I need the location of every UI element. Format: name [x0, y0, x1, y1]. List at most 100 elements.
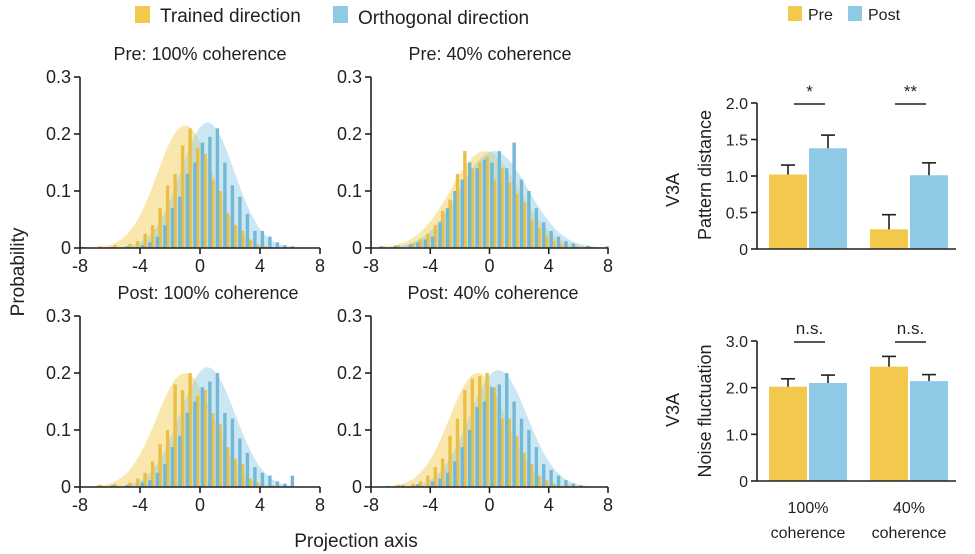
bar-orthogonal — [445, 208, 450, 248]
histogram-panel-1: Pre: 100% coherence 0 0.1 0.2 0.3 -8 -4 0 4 8 — [46, 44, 325, 276]
bar-orthogonal — [185, 412, 190, 487]
x-tick-label: 4 — [544, 495, 554, 515]
bar-trained — [173, 173, 177, 248]
bar-orthogonal — [438, 222, 442, 248]
bar-trained — [492, 387, 497, 487]
bar-trained — [270, 485, 275, 487]
bar-orthogonal — [438, 478, 442, 487]
bar-orthogonal — [193, 162, 197, 248]
y-tick-label: 0.3 — [337, 306, 362, 326]
bar-trained — [158, 208, 162, 248]
bar-trained — [381, 246, 386, 248]
bar-pre — [870, 366, 908, 481]
bar-orthogonal — [200, 142, 205, 248]
bar-trained — [188, 373, 192, 487]
panel-title: Post: 40% coherence — [407, 283, 578, 303]
x-tick-label: -8 — [363, 495, 379, 515]
bar-trained — [411, 243, 415, 248]
category-label-line2: coherence — [771, 525, 846, 542]
bar-orthogonal — [148, 242, 152, 248]
y-tick-label: 0.1 — [337, 420, 362, 440]
x-tick-label: -4 — [422, 495, 438, 515]
bar-orthogonal — [148, 480, 152, 487]
bar-trained — [507, 418, 512, 487]
bar-trained — [477, 375, 482, 487]
bar-orthogonal — [290, 246, 295, 248]
bar-trained — [463, 390, 467, 487]
bar-orthogonal — [519, 179, 524, 248]
y-tick-label: 0.5 — [726, 206, 748, 223]
y-axis-label: Noise fluctuation — [695, 344, 715, 477]
bar-orthogonal — [556, 236, 561, 248]
bar-trained — [173, 384, 177, 487]
bar-orthogonal — [490, 162, 494, 248]
fit-area-orthogonal — [80, 122, 320, 248]
bar-orthogonal — [423, 239, 427, 248]
bar-orthogonal — [475, 407, 479, 487]
bar-trained — [426, 475, 430, 487]
bar-orthogonal — [416, 484, 420, 487]
fit-area-orthogonal — [371, 370, 608, 487]
bar-trained — [566, 485, 571, 487]
significance-label: n.s. — [796, 319, 823, 338]
y-axis-label: Pattern distance — [695, 110, 715, 240]
bar-trained — [180, 390, 185, 487]
bar-orthogonal — [193, 401, 197, 487]
histogram-panel-3: Post: 100% coherence 0 0.1 0.2 0.3 -8 -4 0 4 8 — [46, 283, 325, 515]
y-tick-label: 0 — [61, 238, 71, 258]
bar-orthogonal — [140, 245, 145, 248]
y-tick-label: 2.0 — [726, 96, 748, 113]
bar-orthogonal — [238, 438, 242, 487]
y-tick-label: 1.5 — [726, 133, 748, 150]
histogram-panel-2: Pre: 40% coherence 0 0.1 0.2 0.3 -8 -4 0 4 8 — [337, 44, 613, 276]
bar-trained — [522, 202, 526, 248]
bar-trained — [426, 233, 430, 248]
bar-orthogonal — [445, 472, 450, 487]
y-tick-label: 1.0 — [726, 427, 748, 444]
bar-trained — [255, 245, 260, 248]
y-tick-label: 0 — [61, 477, 71, 497]
bar-trained — [440, 458, 445, 487]
bar-trained — [210, 179, 215, 248]
y-tick-label: 1.0 — [726, 169, 748, 186]
bar-trained — [248, 239, 252, 248]
bar-orthogonal — [125, 246, 130, 248]
bar-trained — [433, 225, 437, 248]
bar-orthogonal — [460, 179, 464, 248]
y-tick-label: 0.1 — [46, 181, 71, 201]
significance-label: n.s. — [897, 319, 924, 338]
bar-orthogonal — [245, 452, 250, 487]
bar-orthogonal — [230, 418, 235, 487]
bar-trained — [263, 246, 267, 248]
y-tick-label: 0.3 — [337, 67, 362, 87]
bar-trained — [552, 483, 556, 487]
bar-orthogonal — [512, 401, 516, 487]
bar-orthogonal — [460, 447, 464, 487]
bar-orthogonal — [283, 245, 287, 248]
significance-label: ** — [904, 82, 918, 101]
legend-right: Pre Post — [788, 6, 901, 24]
fit-area-trained — [371, 151, 608, 248]
bar-post — [910, 381, 948, 481]
bar-orthogonal — [416, 242, 420, 248]
x-tick-label: 0 — [195, 256, 205, 276]
y-tick-label: 0.3 — [46, 67, 71, 87]
bar-pre — [870, 229, 908, 249]
bar-trained — [98, 246, 102, 248]
bar-trained — [240, 230, 245, 248]
summary-chart-1: V3A Pattern distance* **00.51.01.52.0 — [663, 82, 956, 259]
bar-trained — [225, 447, 230, 487]
x-tick-label: 0 — [484, 495, 494, 515]
histogram-panel-4: Post: 40% coherence 0 0.1 0.2 0.3 -8 -4 0 4 8 — [337, 283, 613, 515]
bar-orthogonal — [556, 475, 561, 487]
x-tick-label: -8 — [363, 256, 379, 276]
bar-trained — [485, 373, 489, 487]
bar-trained — [150, 225, 155, 248]
bar-trained — [537, 475, 541, 487]
bar-orthogonal — [571, 243, 576, 248]
fit-area-trained — [80, 373, 320, 487]
bar-orthogonal — [238, 196, 242, 248]
bar-orthogonal — [527, 191, 531, 248]
x-tick-label: 4 — [544, 256, 554, 276]
bar-orthogonal — [453, 461, 457, 487]
